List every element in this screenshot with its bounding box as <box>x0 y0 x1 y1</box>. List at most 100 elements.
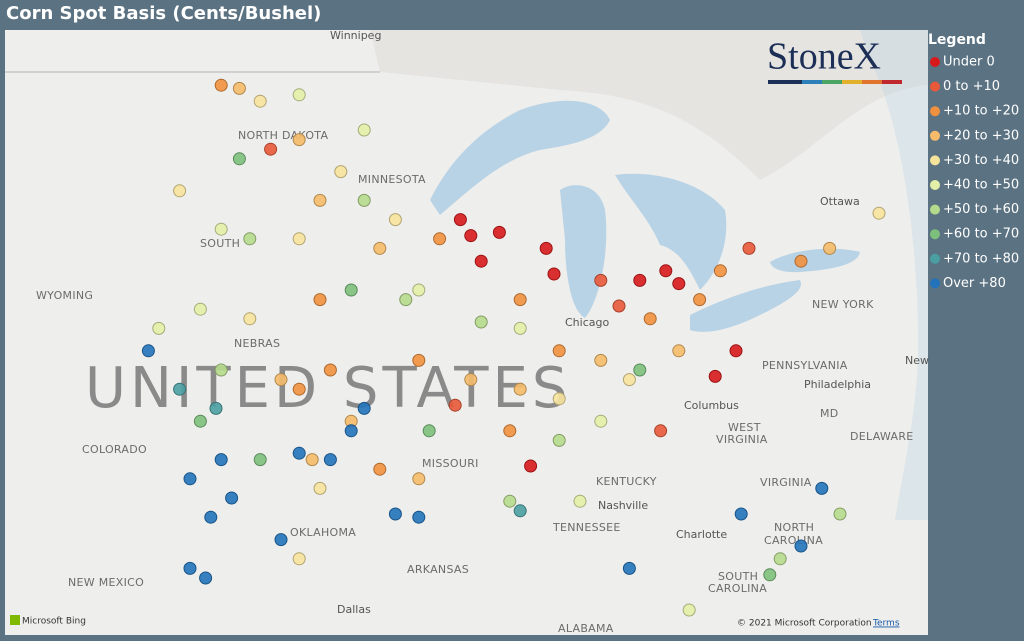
basis-point <box>243 232 257 246</box>
map-label: Ottawa <box>820 195 860 208</box>
basis-point <box>274 373 288 387</box>
terms-link[interactable]: Terms <box>872 619 900 629</box>
basis-point <box>214 453 228 467</box>
map-label: Charlotte <box>676 528 727 541</box>
basis-point <box>292 382 306 396</box>
logo-bar <box>768 80 802 84</box>
basis-point <box>232 152 246 166</box>
basis-point <box>643 312 657 326</box>
legend-label: Under 0 <box>943 55 995 70</box>
basis-point <box>552 392 566 406</box>
map-label: MISSOURI <box>422 457 479 470</box>
basis-point <box>334 165 348 179</box>
map-label: Winnipeg <box>330 29 381 42</box>
basis-point <box>305 453 319 467</box>
basis-point <box>412 472 426 486</box>
bing-icon <box>10 615 20 625</box>
copyright: © 2021 Microsoft Corporation <box>737 619 872 629</box>
basis-point <box>344 283 358 297</box>
basis-point <box>654 424 668 438</box>
basis-point <box>225 491 239 505</box>
basis-point <box>313 193 327 207</box>
legend-label: Over +80 <box>943 276 1006 291</box>
basis-point <box>594 414 608 428</box>
basis-point <box>193 302 207 316</box>
legend-title: Legend <box>928 32 986 48</box>
basis-point <box>659 264 673 278</box>
basis-point <box>742 241 756 255</box>
map-label: KENTUCKY <box>596 475 657 488</box>
legend-swatch <box>930 278 940 289</box>
basis-point <box>513 504 527 518</box>
basis-point <box>173 184 187 198</box>
basis-point <box>682 603 696 617</box>
basis-point <box>763 568 777 582</box>
map-label: PENNSYLVANIA <box>762 359 848 372</box>
basis-point <box>773 552 787 566</box>
basis-point <box>214 363 228 377</box>
legend-label: +60 to +70 <box>943 227 1019 242</box>
basis-point <box>872 206 886 220</box>
basis-point <box>453 213 467 227</box>
title: Corn Spot Basis (Cents/Bushel) <box>6 3 321 24</box>
basis-point <box>513 382 527 396</box>
legend-swatch <box>930 204 940 215</box>
legend-swatch <box>930 180 940 190</box>
basis-point <box>323 363 337 377</box>
basis-point <box>594 273 608 287</box>
basis-point <box>214 222 228 236</box>
logo-bar <box>802 80 822 84</box>
basis-point <box>209 401 223 415</box>
basis-point <box>547 267 561 281</box>
basis-point <box>503 424 517 438</box>
basis-point <box>594 353 608 367</box>
map-label: Chicago <box>565 316 609 329</box>
basis-point <box>622 561 636 575</box>
great-lakes <box>430 100 860 332</box>
map-label: NEW MEXICO <box>68 576 144 589</box>
legend-label: 0 to +10 <box>943 79 1000 94</box>
map-label: WEST <box>728 421 761 434</box>
basis-point <box>183 472 197 486</box>
map-label: TENNESSEE <box>552 521 621 534</box>
basis-point <box>388 507 402 521</box>
legend-label: +20 to +30 <box>943 128 1019 143</box>
map-label: New <box>905 354 929 367</box>
map-label: Columbus <box>684 399 739 412</box>
basis-point <box>474 254 488 268</box>
legend-swatch <box>930 253 940 264</box>
basis-point <box>274 533 288 547</box>
canada-region <box>5 30 928 180</box>
basis-point <box>412 283 426 297</box>
basis-point <box>794 539 808 553</box>
legend-label: +40 to +50 <box>943 178 1019 193</box>
basis-point <box>292 446 306 460</box>
basis-point <box>292 232 306 246</box>
basis-point <box>612 299 626 313</box>
map-label: NEW YORK <box>812 298 874 311</box>
basis-point <box>323 453 337 467</box>
basis-point <box>412 510 426 524</box>
basis-point <box>313 293 327 307</box>
basis-point <box>193 414 207 428</box>
basis-point <box>503 494 517 508</box>
legend-label: +10 to +20 <box>943 104 1019 119</box>
basis-point <box>573 494 587 508</box>
coast <box>860 30 928 520</box>
map-label: NEBRAS <box>234 337 280 350</box>
basis-point <box>693 293 707 307</box>
legend-label: +70 to +80 <box>943 251 1019 266</box>
map-label: NORTH <box>774 521 814 534</box>
map-label: COLORADO <box>82 443 147 456</box>
basis-point <box>243 312 257 326</box>
basis-point <box>708 369 722 383</box>
map-label: NORTH DAKOTA <box>238 129 328 142</box>
basis-point <box>388 213 402 227</box>
basis-point <box>729 344 743 358</box>
basis-point <box>264 142 278 156</box>
map-label: ARKANSAS <box>407 563 469 576</box>
basis-point <box>183 561 197 575</box>
basis-point <box>833 507 847 521</box>
basis-point <box>199 571 213 585</box>
